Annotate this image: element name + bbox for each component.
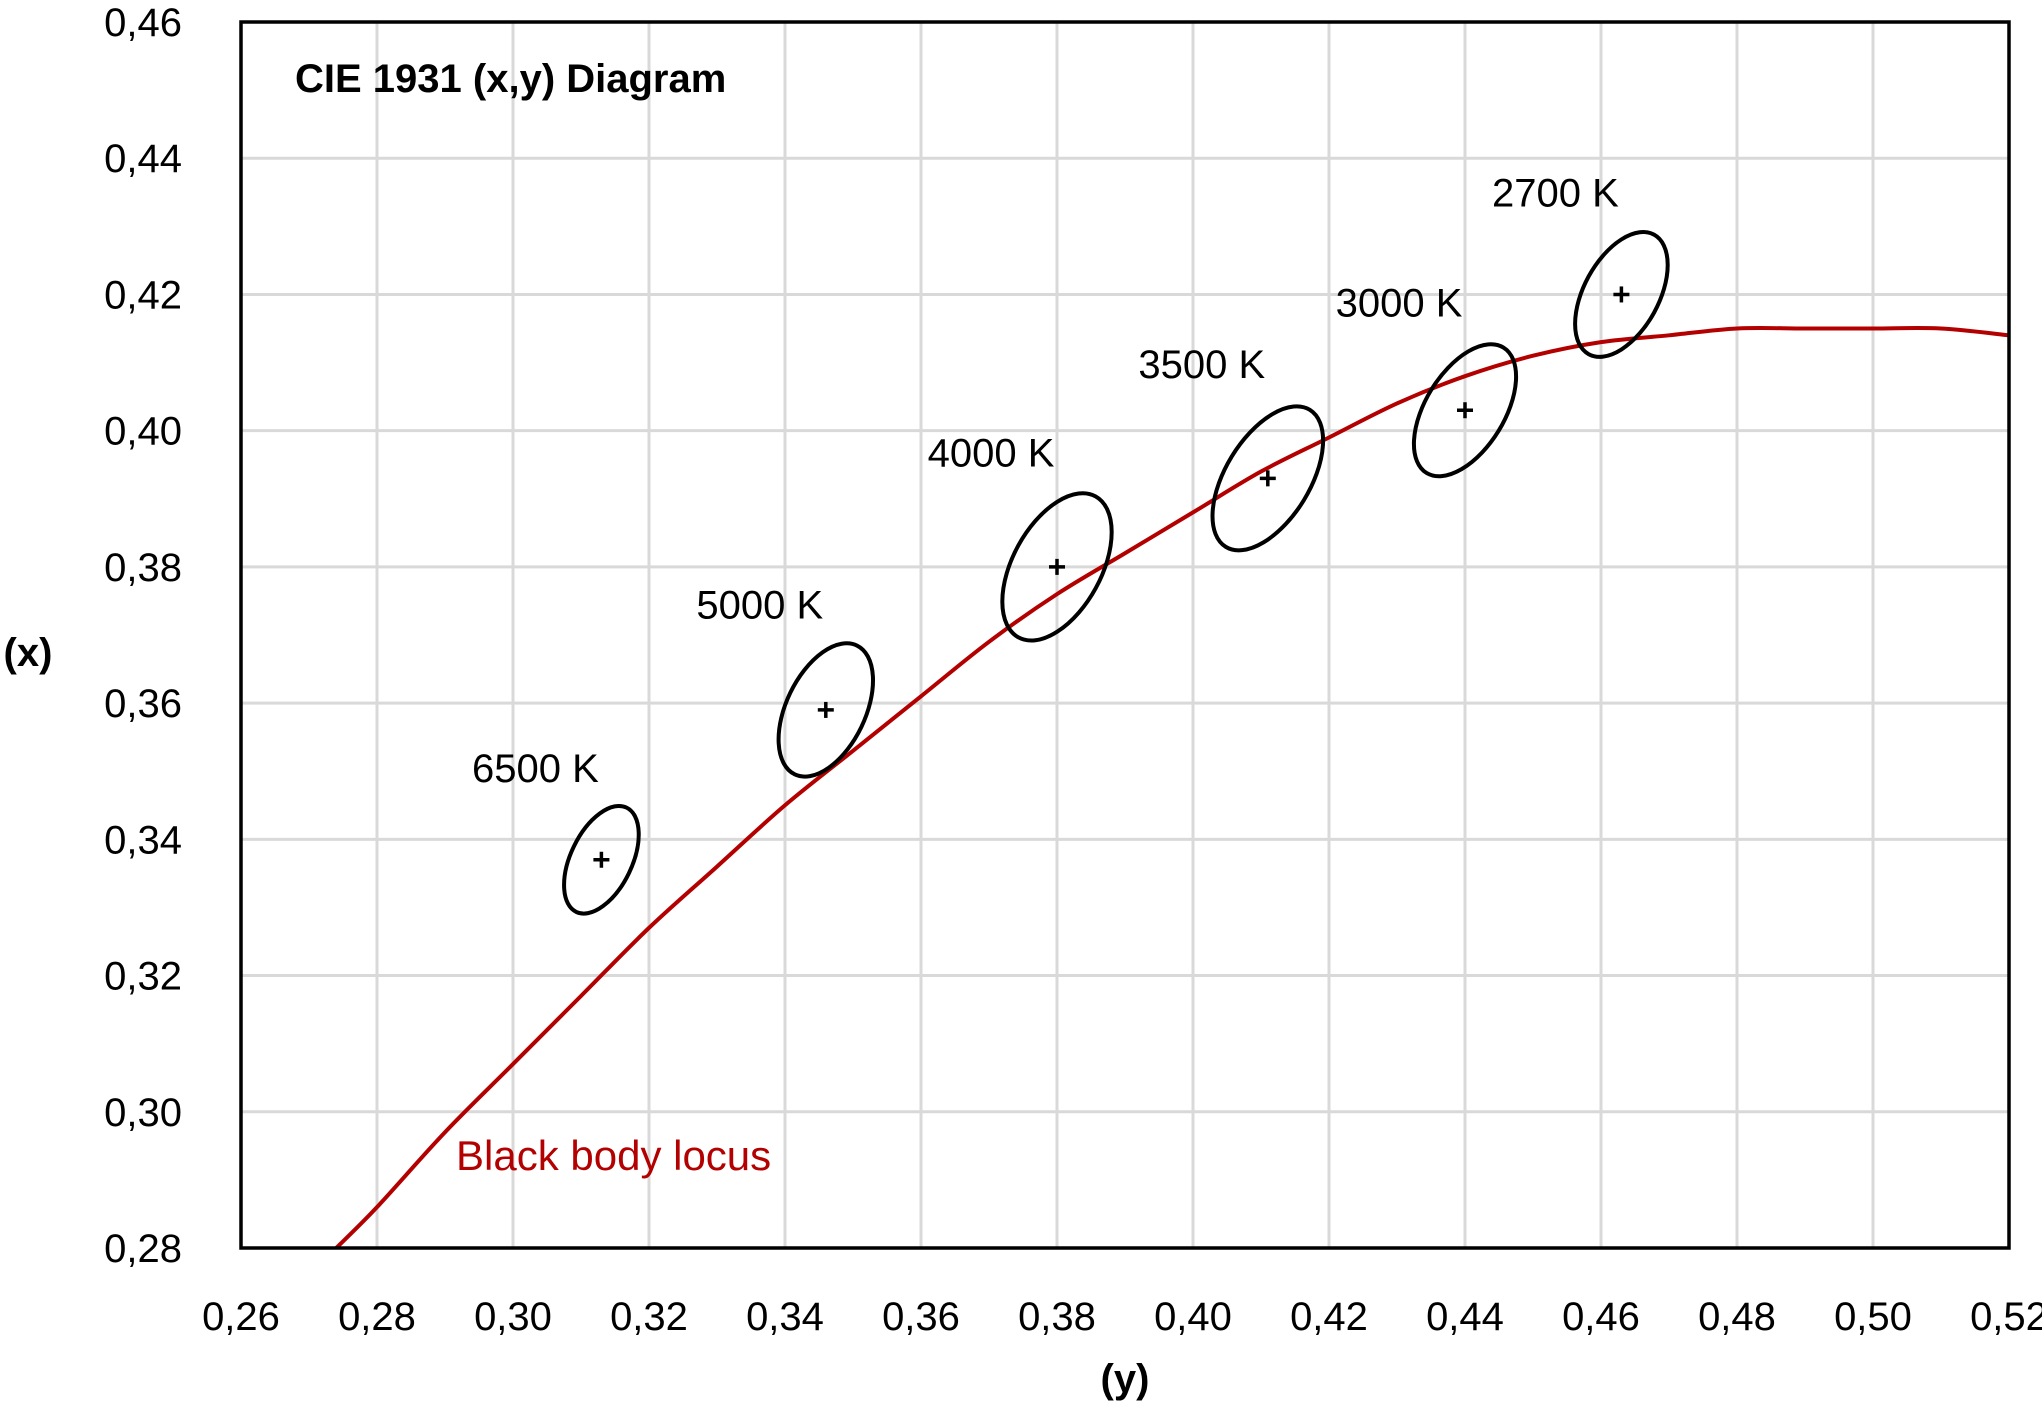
cct-label: 4000 K <box>928 432 1055 476</box>
y-tick-label: 0,46 <box>104 1 182 45</box>
x-tick-label: 0,32 <box>610 1295 688 1339</box>
macadam-ellipse <box>1000 491 1114 643</box>
x-tick-label: 0,50 <box>1834 1295 1912 1339</box>
cct-point-5000-k: 5000 K <box>696 583 876 779</box>
cct-point-6500-k: 6500 K <box>472 747 641 916</box>
y-tick-label: 0,38 <box>104 546 182 590</box>
x-tick-label: 0,28 <box>338 1295 416 1339</box>
locus-curve <box>334 325 2010 1250</box>
y-tick-label: 0,30 <box>104 1091 182 1135</box>
x-tick-label: 0,40 <box>1154 1295 1232 1339</box>
x-tick-label: 0,26 <box>202 1295 280 1339</box>
x-tick-label: 0,42 <box>1290 1295 1368 1339</box>
black-body-locus <box>334 325 2010 1250</box>
x-tick-label: 0,48 <box>1698 1295 1776 1339</box>
y-tick-label: 0,28 <box>104 1227 182 1271</box>
x-tick-label: 0,46 <box>1562 1295 1640 1339</box>
y-tick-label: 0,40 <box>104 410 182 454</box>
cct-point-2700-k: 2700 K <box>1492 171 1670 359</box>
macadam-ellipse <box>776 641 876 779</box>
x-tick-label: 0,34 <box>746 1295 824 1339</box>
y-axis-title: (x) <box>4 631 53 675</box>
y-tick-label: 0,34 <box>104 818 182 862</box>
cct-point-4000-k: 4000 K <box>928 432 1114 643</box>
y-tick-label: 0,32 <box>104 955 182 999</box>
y-tick-label: 0,36 <box>104 682 182 726</box>
cct-label: 6500 K <box>472 747 599 791</box>
y-tick-labels: 0,28 0,30 0,32 0,34 0,36 0,38 0,40 0,42 0,44 0,46 <box>104 1 182 1271</box>
cct-label: 2700 K <box>1492 171 1619 215</box>
cct-label: 3000 K <box>1336 282 1463 326</box>
locus-label: Black body locus <box>456 1132 771 1179</box>
x-tick-label: 0,52 <box>1970 1295 2042 1339</box>
plot-frame <box>239 20 2011 1250</box>
cct-label: 3500 K <box>1138 343 1265 387</box>
macadam-ellipse <box>562 803 641 916</box>
grid <box>239 20 2011 1250</box>
x-tick-label: 0,44 <box>1426 1295 1504 1339</box>
y-tick-label: 0,42 <box>104 273 182 317</box>
cct-point-3000-k: 3000 K <box>1336 282 1519 479</box>
x-tick-label: 0,36 <box>882 1295 960 1339</box>
x-tick-labels: 0,26 0,28 0,30 0,32 0,34 0,36 0,38 0,40 0,42 0,44… <box>202 1295 2042 1339</box>
x-tick-label: 0,30 <box>474 1295 552 1339</box>
cct-label: 5000 K <box>696 583 823 627</box>
macadam-ellipse <box>1573 230 1670 359</box>
cct-point-3500-k: 3500 K <box>1138 343 1326 553</box>
x-axis-title: (y) <box>1101 1357 1150 1401</box>
macadam-ellipse <box>1210 404 1326 553</box>
chart-title: CIE 1931 (x,y) Diagram <box>295 57 726 101</box>
y-tick-label: 0,44 <box>104 137 182 181</box>
macadam-ellipses: 6500 K 5000 K 4000 K 3500 K 3000 K 2700 K <box>472 171 1670 916</box>
macadam-ellipse <box>1411 342 1519 479</box>
x-tick-label: 0,38 <box>1018 1295 1096 1339</box>
